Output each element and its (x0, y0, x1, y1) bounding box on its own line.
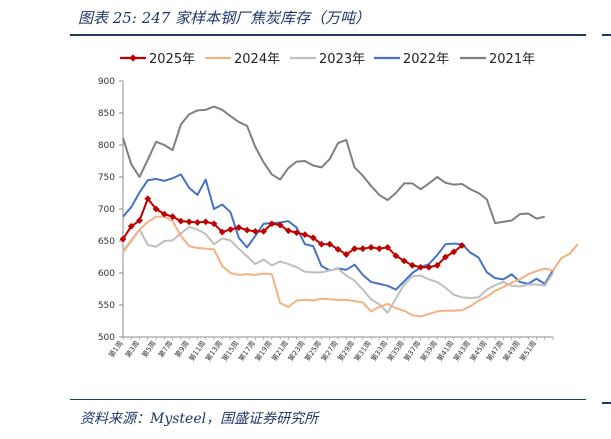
series-point-2025 (251, 228, 259, 235)
y-tick-label: 800 (98, 141, 115, 151)
series-point-2025 (433, 261, 441, 269)
series-point-2025 (284, 227, 292, 235)
series-point-2025 (235, 224, 243, 231)
series-point-2025 (400, 257, 408, 265)
series-point-2025 (169, 213, 177, 221)
chart-legend: 2025年 2024年 2023年 2022年 2021年 (120, 52, 535, 67)
legend-label-2022: 2022年 (403, 52, 449, 67)
series-point-2025 (384, 244, 392, 251)
x-tick-label: 第5周 (140, 339, 158, 359)
series-point-2025 (127, 222, 135, 230)
series-point-2025 (202, 218, 210, 226)
series-point-2025 (392, 252, 400, 260)
series-point-2025 (194, 219, 201, 226)
series-point-2025 (375, 245, 383, 253)
series-point-2025 (450, 248, 458, 256)
series-point-2025 (442, 253, 449, 261)
series-point-2025 (326, 240, 334, 248)
series-point-2025 (318, 240, 325, 248)
series-line-2022 (122, 173, 554, 291)
y-tick-label: 700 (98, 205, 115, 215)
series-point-2025 (185, 218, 193, 226)
legend-label-2023: 2023年 (319, 52, 365, 67)
figure-source: 资料来源：Mysteel，国盛证券研究所 (80, 411, 319, 427)
y-tick-label: 550 (98, 301, 115, 311)
bottom-rule (70, 399, 586, 400)
series-point-2025 (351, 245, 358, 253)
series-point-2025 (359, 245, 367, 253)
y-tick-label: 750 (98, 173, 115, 183)
series-point-2025 (160, 210, 168, 218)
series-line-2021 (122, 105, 545, 225)
series-point-2025 (458, 242, 466, 249)
chart-series (119, 105, 579, 318)
y-tick-label: 900 (98, 77, 115, 87)
series-point-2025 (417, 263, 425, 271)
series-point-2025 (243, 226, 251, 234)
series-point-2025 (210, 220, 218, 228)
series-point-2025 (119, 235, 127, 243)
legend-label-2024: 2024年 (234, 52, 280, 67)
series-point-2025 (144, 195, 152, 203)
x-tick-label: 第7周 (156, 339, 174, 359)
series-point-2025 (409, 261, 416, 269)
legend-label-2021: 2021年 (489, 52, 535, 67)
series-point-2025 (342, 251, 350, 258)
series-line-2023 (122, 225, 554, 314)
series-point-2025 (218, 228, 226, 236)
series-point-2025 (293, 229, 301, 237)
x-tick-label: 第51周 (518, 339, 539, 363)
y-tick-label: 650 (98, 237, 115, 247)
series-point-2025 (425, 263, 433, 271)
series-point-2025 (136, 217, 143, 224)
series-point-2025 (367, 244, 375, 251)
figure-title: 图表 25: 247 家样本钢厂焦炭库存（万吨） (78, 9, 371, 27)
x-tick-label: 第3周 (123, 339, 141, 359)
legend-label-2025: 2025年 (149, 52, 195, 67)
series-point-2025 (227, 226, 234, 233)
legend-marker-2025 (129, 54, 137, 62)
series-point-2025 (301, 231, 309, 238)
series-point-2025 (268, 220, 276, 228)
series-point-2025 (334, 245, 342, 253)
series-point-2025 (177, 217, 185, 225)
series-line-2024 (122, 215, 579, 318)
top-rule-end-mark (602, 34, 611, 36)
series-point-2025 (276, 221, 284, 229)
bottom-rule-end-mark (602, 402, 611, 404)
y-tick-label: 850 (98, 109, 115, 119)
chart-axes: 500550600650700750800850900第1周 第3周 第5周 第7周第… (98, 77, 554, 363)
series-line-2025 (122, 197, 463, 269)
series-point-2025 (260, 228, 267, 235)
series-point-2025 (152, 205, 160, 213)
y-tick-label: 500 (98, 333, 115, 343)
top-rule (70, 34, 586, 36)
series-point-2025 (309, 234, 317, 242)
y-tick-label: 600 (98, 269, 115, 279)
